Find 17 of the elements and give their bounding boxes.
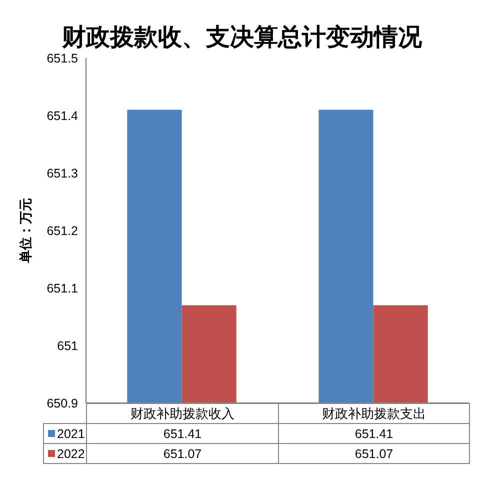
legend-label: 2022 [57,446,85,460]
data-label: 651.41 [354,426,394,440]
y-tick-label: 651.4 [46,109,78,123]
y-tick-label: 650.9 [46,396,78,410]
y-tick-label: 651.1 [46,282,78,296]
y-tick-label: 651.2 [46,224,78,238]
x-tick-label: 财政补助拨款收入 [130,404,234,422]
title: 财政拨款收、支决算总计变动情况 [62,25,422,51]
y-tick-label: 651.3 [46,166,78,180]
data-label: 651.07 [354,446,394,460]
data-label: 651.07 [163,446,202,460]
data-label: 651.41 [163,426,202,440]
legend-label: 2021 [57,426,85,440]
x-tick-label: 财政补助拨款支出 [322,404,426,422]
ylabel: 单位：万元 [18,198,33,263]
y-tick-label: 651.5 [46,52,78,66]
y-tick-label: 651 [57,339,78,353]
